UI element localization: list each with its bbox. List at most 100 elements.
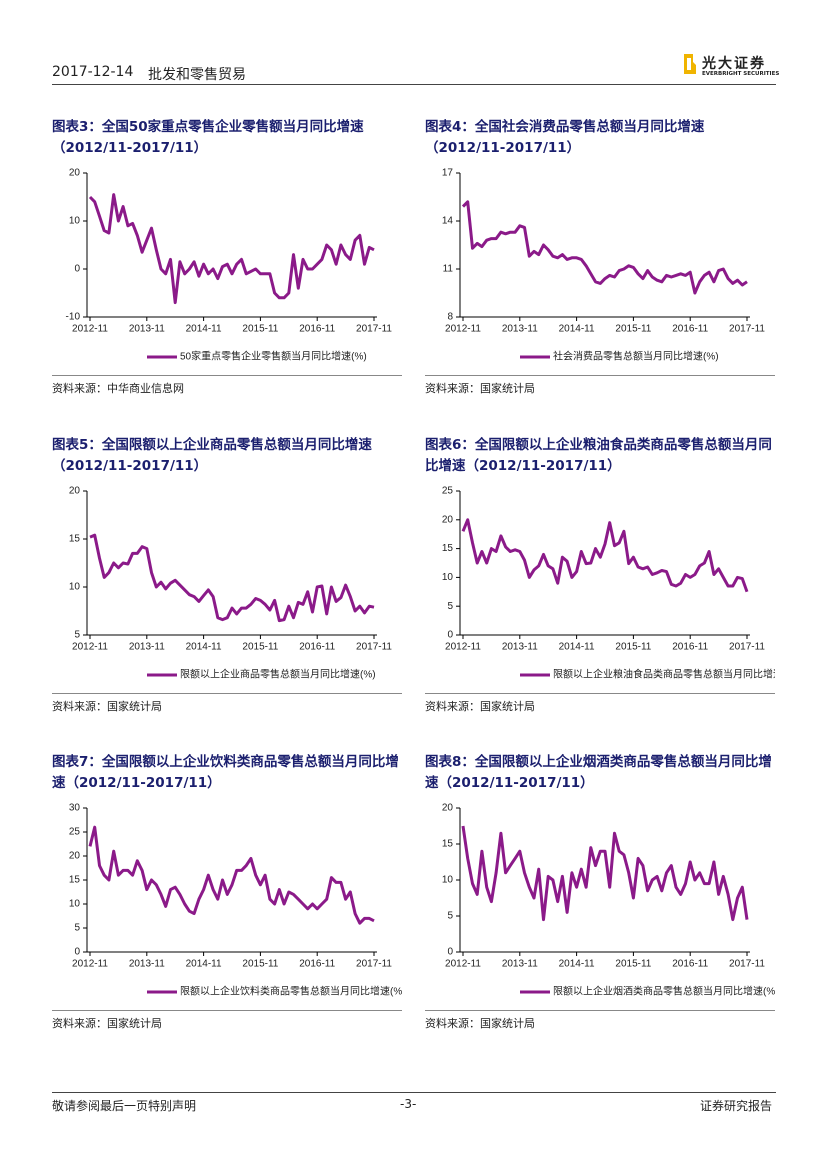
y-tick-label: 20 [442,803,454,814]
x-tick-label: 2016-11 [672,642,708,653]
header-rule [52,84,776,85]
y-tick-label: 10 [442,572,454,583]
y-tick-label: 25 [442,486,454,497]
x-tick-label: 2017-11 [729,324,765,335]
x-tick-label: 2012-11 [445,959,481,970]
x-tick-label: 2015-11 [242,642,278,653]
y-tick-label: 8 [447,312,453,323]
chart: 0 5 10 15 20 2012-11 2013-11 2014-11 2015-11 2016… [442,803,775,998]
chart-title: 图表4：全国社会消费品零售总额当月同比增速（2012/11-2017/11） [425,119,705,156]
y-tick-label: 0 [447,947,453,958]
y-tick-label: 20 [69,486,81,497]
y-tick-label: 5 [447,601,453,612]
header-date: 2017-12-14 [52,64,134,80]
chart-title: 图表5：全国限额以上企业商品零售总额当月同比增速（2012/11-2017/11… [52,437,372,474]
y-tick-label: 10 [69,582,81,593]
logo-icon [684,54,696,74]
source-note: 资料来源：国家统计局 [425,693,775,714]
y-tick-label: 15 [442,839,454,850]
x-tick-label: 2014-11 [186,642,222,653]
x-tick-label: 2013-11 [129,324,165,335]
chart: 0 5 10 15 20 25 2012-11 2013-11 2014-11 2015-11 20… [442,486,775,681]
x-tick-label: 2014-11 [186,324,222,335]
x-tick-label: 2012-11 [72,642,108,653]
data-line [88,825,375,925]
y-tick-label: 14 [442,216,454,227]
chart-title: 图表7：全国限额以上企业饮料类商品零售总额当月同比增速（2012/11-2017… [52,754,399,791]
y-tick-label: 20 [69,168,81,179]
y-tick-label: 20 [442,514,454,525]
x-tick-label: 2017-11 [356,642,392,653]
legend-label: 限额以上企业商品零售总额当月同比增速(%) [180,668,376,681]
y-tick-label: 20 [69,851,81,862]
logo-text: 光大证券 [702,56,766,72]
y-tick-label: 30 [69,803,81,814]
x-tick-label: 2012-11 [72,959,108,970]
x-tick-label: 2013-11 [502,324,538,335]
chart: 5 10 15 20 2012-11 2013-11 2014-11 2015-11 2016-… [69,486,393,681]
chart: 8 11 14 17 2012-11 2013-11 2014-11 2015-11 2016-… [442,168,766,363]
x-tick-label: 2012-11 [72,324,108,335]
x-tick-label: 2014-11 [559,642,595,653]
x-tick-label: 2016-11 [299,959,335,970]
legend-label: 限额以上企业粮油食品类商品零售总额当月同比增速(%) [553,668,775,681]
data-line [461,518,749,593]
footer-left: 敬请参阅最后一页特别声明 [52,1099,197,1113]
source-note: 资料来源：国家统计局 [425,375,775,396]
x-tick-label: 2016-11 [299,324,335,335]
x-tick-label: 2016-11 [672,959,708,970]
y-tick-label: 0 [447,630,453,641]
chart: -10 0 10 20 2012-11 2013-11 2014-11 2015-11 2016… [66,168,393,363]
x-tick-label: 2012-11 [445,642,481,653]
x-tick-label: 2013-11 [502,959,538,970]
legend-label: 限额以上企业饮料类商品零售总额当月同比增速(%) [180,985,402,998]
y-tick-label: 15 [69,875,81,886]
y-tick-label: 15 [442,543,454,554]
x-tick-label: 2016-11 [672,324,708,335]
x-tick-label: 2017-11 [356,959,392,970]
x-tick-label: 2014-11 [559,959,595,970]
x-tick-label: 2013-11 [129,642,165,653]
source-note: 资料来源：国家统计局 [52,1010,402,1031]
y-tick-label: 5 [447,911,453,922]
chart-title: 图表6：全国限额以上企业粮油食品类商品零售总额当月同比增速（2012/11-20… [425,437,772,474]
source-note: 资料来源：国家统计局 [52,693,402,714]
footer-page: -3- [400,1097,417,1111]
y-tick-label: 25 [69,827,81,838]
chart-title: 图表3：全国50家重点零售企业零售额当月同比增速（2012/11-2017/11… [52,119,364,156]
y-tick-label: 17 [442,168,454,179]
y-tick-label: 15 [69,534,81,545]
legend-label: 社会消费品零售总额当月同比增速(%) [553,350,719,363]
x-tick-label: 2016-11 [299,642,335,653]
legend-label: 限额以上企业烟酒类商品零售总额当月同比增速(%) [553,985,775,998]
y-tick-label: -10 [66,312,81,323]
x-tick-label: 2017-11 [729,642,765,653]
legend-label: 50家重点零售企业零售额当月同比增速(%) [180,350,367,363]
x-tick-label: 2015-11 [615,642,651,653]
source-note: 资料来源：中华商业信息网 [52,375,402,396]
x-tick-label: 2017-11 [729,959,765,970]
data-line [461,200,748,295]
y-tick-label: 10 [69,216,81,227]
footer-rule [52,1092,776,1093]
source-note: 资料来源：国家统计局 [425,1010,775,1031]
x-tick-label: 2015-11 [615,959,651,970]
x-tick-label: 2015-11 [242,959,278,970]
footer-right: 证券研究报告 [700,1099,773,1113]
data-line [461,825,749,922]
y-tick-label: 5 [74,630,80,641]
header-section: 批发和零售贸易 [148,67,246,83]
x-tick-label: 2012-11 [445,324,481,335]
x-tick-label: 2014-11 [186,959,222,970]
y-tick-label: 11 [443,264,454,275]
y-tick-label: 0 [74,947,80,958]
y-tick-label: 10 [69,899,81,910]
y-tick-label: 0 [74,264,80,275]
chart: 0 5 10 15 20 25 30 2012-11 2013-11 2014-11 2015-11… [69,803,402,998]
x-tick-label: 2015-11 [615,324,651,335]
y-tick-label: 5 [74,923,80,934]
x-tick-label: 2017-11 [356,324,392,335]
x-tick-label: 2013-11 [129,959,165,970]
